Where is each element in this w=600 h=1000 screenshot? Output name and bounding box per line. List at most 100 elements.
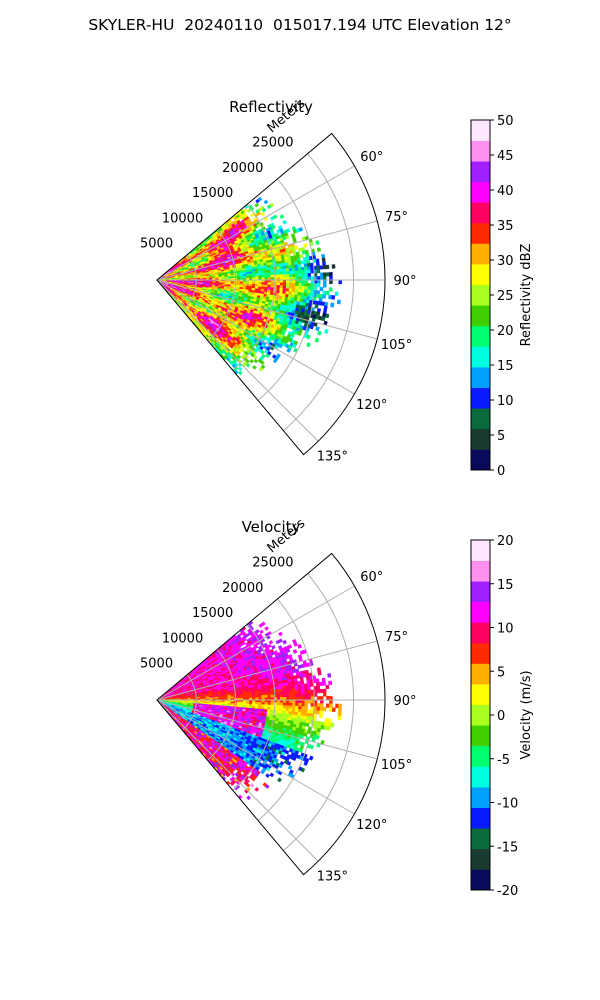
data-cell xyxy=(266,267,271,271)
data-cell xyxy=(291,288,296,293)
data-cell xyxy=(310,283,315,288)
colorbar-segment xyxy=(471,154,490,162)
data-cell xyxy=(315,258,320,263)
data-cell xyxy=(260,211,266,217)
data-cell xyxy=(310,266,314,271)
colorbar-tick-label: 0 xyxy=(497,464,505,479)
data-cell xyxy=(322,283,327,288)
data-cell xyxy=(331,295,336,300)
data-cell xyxy=(299,254,304,259)
colorbar-segment xyxy=(471,325,490,334)
data-cell xyxy=(285,268,290,272)
colorbar-tick-label: 45 xyxy=(497,149,514,164)
data-cell xyxy=(304,269,308,274)
colorbar-segment xyxy=(471,298,490,306)
data-cell xyxy=(304,282,309,287)
colorbar-tick-label: 30 xyxy=(497,254,514,269)
colorbar-segment xyxy=(471,216,490,224)
data-cell xyxy=(291,285,296,290)
data-cell xyxy=(306,259,311,264)
angle-tick-label: 60° xyxy=(360,150,383,165)
data-cell xyxy=(245,281,250,285)
data-cell xyxy=(264,282,269,286)
data-cell xyxy=(291,291,296,296)
colorbar-segment xyxy=(471,243,490,251)
data-cell xyxy=(224,276,229,279)
data-cell xyxy=(303,266,308,271)
data-cell xyxy=(298,282,302,287)
colorbar-segment xyxy=(471,133,490,141)
data-cell xyxy=(284,262,289,267)
colorbar-segment xyxy=(471,401,490,409)
data-cell xyxy=(322,279,327,284)
colorbar-segment xyxy=(471,161,490,169)
data-cell xyxy=(255,275,259,279)
colorbar-segment xyxy=(471,332,490,340)
data-cell xyxy=(236,274,241,277)
data-cell xyxy=(316,276,321,281)
colorbar-segment xyxy=(471,456,490,464)
colorbar-tick-label: 15 xyxy=(497,359,514,374)
data-cell xyxy=(285,265,290,269)
data-cell xyxy=(330,302,335,308)
colorbar-segment xyxy=(471,264,490,272)
colorbar-tick-label: 40 xyxy=(497,184,514,199)
radial-tick-label: 25000 xyxy=(252,136,293,151)
colorbar-tick-label: 25 xyxy=(497,289,514,304)
data-cell xyxy=(303,289,308,294)
data-cell xyxy=(329,279,333,284)
colorbar-segment xyxy=(471,291,490,299)
data-cell xyxy=(291,267,296,272)
data-cell xyxy=(321,257,326,263)
data-cell xyxy=(336,299,341,305)
data-cell xyxy=(254,270,259,274)
data-cell xyxy=(306,262,311,268)
data-cell xyxy=(270,272,275,276)
data-cell xyxy=(325,264,330,270)
data-cell xyxy=(267,284,272,288)
data-cell xyxy=(331,264,336,269)
data-cell xyxy=(295,285,299,290)
data-cell xyxy=(316,265,321,270)
angle-tick-label: 135° xyxy=(317,449,348,464)
data-cell xyxy=(267,274,272,278)
colorbar-segment xyxy=(471,319,490,327)
colorbar-segment xyxy=(471,126,490,135)
data-cell xyxy=(321,316,326,322)
data-cell xyxy=(215,277,219,279)
data-cell xyxy=(322,294,326,299)
data-cell xyxy=(254,202,260,208)
data-cell xyxy=(267,269,271,273)
data-cell xyxy=(276,271,281,276)
data-cell xyxy=(282,268,287,272)
data-cell xyxy=(288,288,293,293)
data-cell xyxy=(301,286,305,290)
data-cell xyxy=(310,279,315,284)
data-cell xyxy=(263,199,269,205)
data-cell xyxy=(288,285,293,290)
colorbar-segment xyxy=(471,380,490,388)
angle-tick-label: 105° xyxy=(381,338,412,353)
colorbar-tick-label: 10 xyxy=(497,394,514,409)
data-cell xyxy=(276,269,281,273)
data-cell xyxy=(261,272,265,276)
data-cell xyxy=(279,268,284,273)
data-cell xyxy=(291,264,296,269)
colorbar-segment xyxy=(471,284,490,292)
data-cell xyxy=(307,266,311,271)
colorbar-label: Reflectivity dBZ xyxy=(519,244,534,347)
data-cell xyxy=(285,285,290,289)
data-cell xyxy=(279,274,284,278)
data-cell xyxy=(279,214,285,219)
data-cell xyxy=(316,290,321,295)
colorbar-segment xyxy=(471,168,490,176)
data-cell xyxy=(288,264,293,269)
data-cell xyxy=(300,266,305,271)
data-cell xyxy=(315,326,320,332)
data-cell xyxy=(303,263,308,268)
data-cell xyxy=(282,265,287,270)
colorbar-segment xyxy=(471,394,490,402)
data-cell xyxy=(239,275,244,279)
data-cell xyxy=(320,276,324,281)
